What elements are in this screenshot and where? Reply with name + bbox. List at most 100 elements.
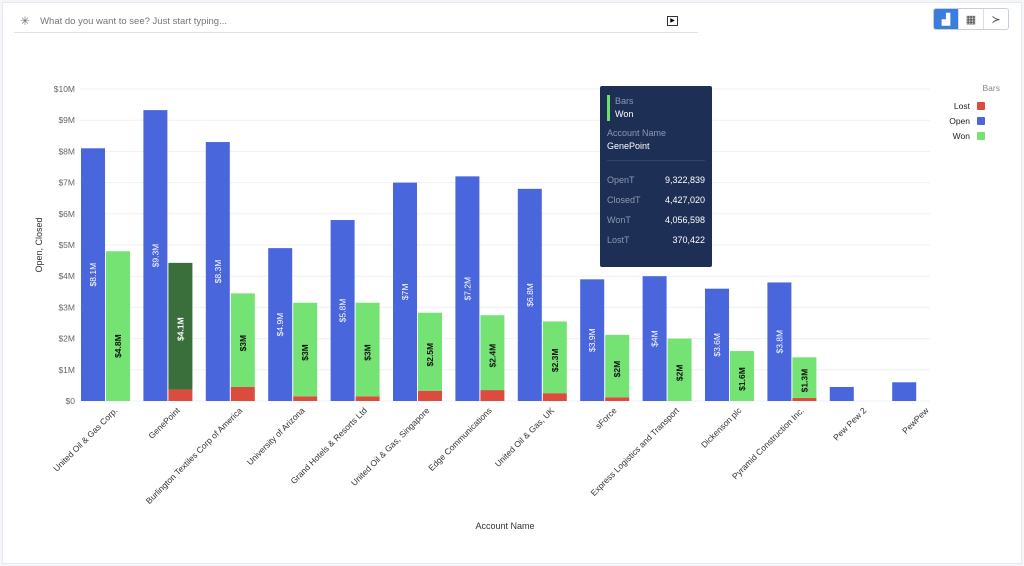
bar-label-won: $1.3M [799,369,809,393]
bar-open [330,220,355,401]
legend-label: Lost [954,101,971,111]
bar-label-open: $6.8M [525,283,535,307]
x-tick-label: Edge Communications [426,405,494,473]
y-tick-label: $4M [58,271,75,281]
bar-label-won: $2M [675,365,685,382]
legend-swatch [977,117,985,125]
y-axis-label: Open, Closed [34,217,44,272]
bar-label-open: $5.8M [338,299,348,323]
bar-label-won: $4.1M [175,317,185,341]
bar-label-open: $4.9M [275,313,285,337]
bar-won [480,315,505,391]
bar-lost [542,393,567,401]
y-tick-label: $10M [54,84,75,94]
bar-lost [230,386,255,401]
bar-open [829,386,854,401]
bar-open [455,176,480,401]
bar-won [418,312,442,391]
tooltip-row: LostT 370,422 [607,235,705,245]
x-axis-label: Account Name [475,521,534,531]
bar-open [705,288,729,401]
play-icon[interactable]: ▶ [667,16,678,26]
y-tick-label: $3M [58,302,75,312]
bar-open [205,142,230,402]
bar-won [792,357,817,398]
bar-won [293,302,318,397]
bar-won [730,351,754,401]
bar-label-open: $3.9M [587,328,597,352]
tooltip-field-value: GenePoint [607,141,650,151]
bar-won [106,251,130,401]
y-tick-label: $5M [58,240,75,250]
bar-open [143,110,168,401]
legend-swatch [977,102,985,110]
bar-label-open: $3.6M [712,333,722,357]
bar-label-won: $2.5M [425,343,435,367]
table-icon: ▦ [965,13,977,26]
sparkle-icon: ✳ [20,14,31,28]
bar-won [667,338,692,401]
code-view-button[interactable]: ≻ [983,9,1008,29]
legend-title: Bars [983,83,1000,93]
x-tick-label: Pew Pew 2 [831,405,868,442]
y-tick-label: $9M [58,115,75,125]
tooltip-series-label: Bars [615,96,634,106]
bar-label-won: $3M [363,344,373,361]
bar-open [393,182,417,401]
bar-label-won: $4.8M [113,334,123,358]
tooltip: Bars Won Account Name GenePoint OpenT 9,3… [600,86,712,267]
bar-lost [605,397,630,401]
x-tick-label: United Oil & Gas, UK [493,405,557,469]
bar-open [580,279,605,401]
bar-label-open: $8.3M [213,260,223,284]
bar-lost [792,397,817,401]
bar-label-won: $3M [238,335,248,352]
y-tick-label: $2M [58,334,75,344]
bar-open [517,188,542,401]
bar-label-open: $9.3M [150,244,160,268]
x-tick-label: GenePoint [146,405,182,441]
x-tick-label: PewPew [900,405,931,436]
legend-label: Open [949,116,970,126]
y-tick-label: $7M [58,178,75,188]
tooltip-series: Won [615,109,634,119]
x-tick-label: sForce [593,405,619,431]
view-toggle: ▟ ▦ ≻ [933,8,1009,30]
bar-open [268,248,293,401]
table-view-button[interactable]: ▦ [958,9,983,29]
bar-won [355,302,380,397]
terminal-icon: ≻ [991,13,1001,26]
bar-label-open: $4M [650,330,660,347]
x-tick-label: University of Arizona [245,405,307,467]
x-tick-label: Dickenson plc [699,405,744,450]
bar-label-open: $7M [400,284,410,301]
bar-chart-icon: ▟ [941,13,951,26]
bar-label-won: $2.4M [487,344,497,368]
bar-open [642,276,667,401]
x-tick-label: Pyramid Construction Inc. [730,405,806,481]
bar-lost [418,390,442,401]
search-input[interactable] [38,14,667,28]
legend-label: Won [953,131,971,141]
bar-label-won: $2M [612,361,622,378]
bar-won [605,334,630,398]
search-bar[interactable]: ✳ ▶ [14,10,698,33]
x-tick-label: United Oil & Gas Corp. [51,405,119,473]
y-tick-label: $1M [58,365,75,375]
bar-lost [168,389,193,401]
bar-open [81,148,105,401]
legend-swatch [977,132,985,140]
bar-label-won: $1.6M [737,367,747,391]
bar-label-open: $3.8M [774,330,784,354]
y-tick-label: $0 [66,396,76,406]
tooltip-row: OpenT 9,322,839 [607,175,705,185]
bar-lost [355,396,380,401]
bar-label-open: $7.2M [462,277,472,301]
tooltip-row: WonT 4,056,598 [607,215,705,225]
tooltip-row: ClosedT 4,427,020 [607,195,705,205]
tooltip-field-label: Account Name [607,128,667,138]
y-tick-label: $6M [58,209,75,219]
bar-open [892,382,917,401]
chart-view-button[interactable]: ▟ [934,9,958,29]
